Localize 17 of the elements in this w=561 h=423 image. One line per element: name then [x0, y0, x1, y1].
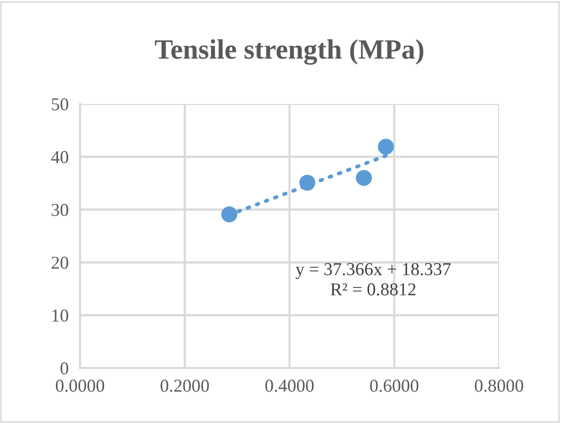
- point: [356, 170, 372, 186]
- y-tick-label: 10: [52, 309, 68, 322]
- annotation: y = 37.366x + 18.337 R² = 0.8812: [296, 263, 451, 296]
- point: [299, 174, 316, 191]
- y-tick-label: 50: [52, 98, 68, 110]
- x-tick-label: 0.0000: [56, 380, 104, 392]
- y-tick-label: 20: [52, 256, 68, 269]
- x-tick-label: 0.6000: [370, 380, 418, 392]
- point: [378, 138, 394, 155]
- x-tick-label: 0.8000: [474, 380, 524, 392]
- y-tick-label: 0: [60, 362, 68, 374]
- point: [221, 206, 238, 222]
- x-tick-label: 0.2000: [160, 380, 209, 392]
- y-tick-label: 40: [51, 151, 68, 164]
- x-tick-label: 0.4000: [265, 380, 314, 392]
- chart-title: Tensile strength (MPa): [154, 39, 424, 65]
- y-tick-label: 30: [52, 204, 68, 216]
